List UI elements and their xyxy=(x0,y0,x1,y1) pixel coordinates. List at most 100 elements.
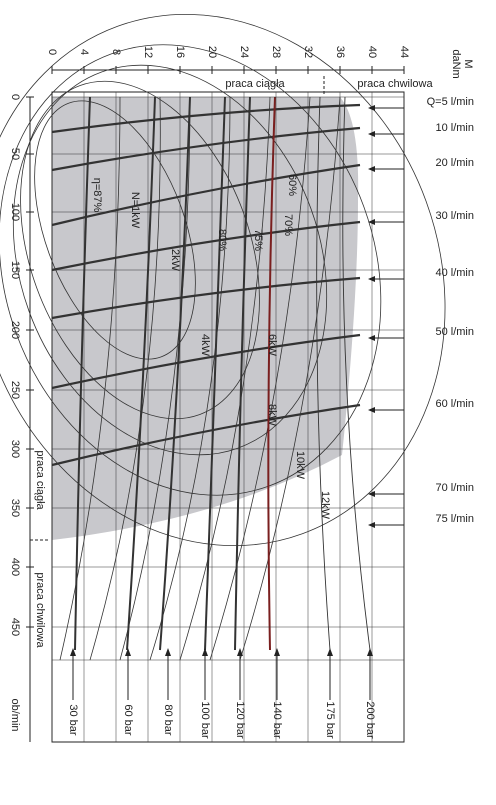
efficiency-label: 75% xyxy=(252,229,264,251)
power-curve xyxy=(149,96,231,661)
efficiency-label: η=87% xyxy=(91,178,103,213)
top-tick-label: 24 xyxy=(238,46,250,58)
power-label: N=1kW xyxy=(129,192,141,229)
pressure-label: 60 bar xyxy=(122,704,134,736)
arrow-head xyxy=(237,648,243,656)
arrow-head xyxy=(368,166,375,172)
arrow-head xyxy=(327,648,333,656)
flow-line xyxy=(51,163,361,227)
region-label: praca ciągła xyxy=(34,450,46,510)
top-tick-label: 12 xyxy=(142,46,154,58)
arrow-head xyxy=(368,105,375,111)
efficiency-curve xyxy=(0,13,446,547)
arrow-head xyxy=(125,648,131,656)
flow-line xyxy=(51,103,361,134)
left-tick-label: 100 xyxy=(9,203,21,221)
top-tick-label: 4 xyxy=(78,49,90,55)
arrow-head xyxy=(368,131,375,137)
arrow-head xyxy=(368,491,375,497)
arrow-head xyxy=(274,648,280,656)
pressure-line xyxy=(74,96,91,651)
left-tick-label: 200 xyxy=(9,321,21,339)
arrow-head xyxy=(202,648,208,656)
left-tick-label: 50 xyxy=(9,148,21,160)
flow-label: 10 l/min xyxy=(435,122,474,134)
top-tick-label: 8 xyxy=(110,49,122,55)
pressure-line xyxy=(267,96,276,651)
flow-label: 70 l/min xyxy=(435,482,474,494)
power-label: 2kW xyxy=(169,249,181,272)
curves xyxy=(0,13,446,661)
pressure-line xyxy=(316,96,331,651)
pressure-label: 100 bar xyxy=(199,701,211,739)
flow-label: 75 l/min xyxy=(435,513,474,525)
left-tick-label: 150 xyxy=(9,261,21,279)
pressure-line xyxy=(234,96,251,651)
left-tick-label: 0 xyxy=(9,94,21,100)
power-label: 4kW xyxy=(199,334,211,357)
flow-line xyxy=(51,333,361,390)
flow-label: 40 l/min xyxy=(435,267,474,279)
power-label: 10kW xyxy=(294,451,306,480)
efficiency-curve xyxy=(20,80,260,420)
flow-label: 20 l/min xyxy=(435,157,474,169)
flow-line xyxy=(51,276,361,320)
pressure-line xyxy=(159,96,191,651)
top-tick-label: 28 xyxy=(270,46,282,58)
pressure-label: 140 bar xyxy=(271,701,283,739)
efficiency-curve xyxy=(34,100,196,360)
pressure-label: 120 bar xyxy=(234,701,246,739)
left-tick-label: 300 xyxy=(9,440,21,458)
top-tick-label: 40 xyxy=(366,46,378,58)
speed-unit: ob/min xyxy=(9,698,21,731)
flow-label: 30 l/min xyxy=(435,210,474,222)
left-tick-label: 350 xyxy=(9,499,21,517)
arrow-head xyxy=(368,276,375,282)
flow-label: 60 l/min xyxy=(435,398,474,410)
left-tick-label: 400 xyxy=(9,558,21,576)
pressure-label: 80 bar xyxy=(162,704,174,736)
flow-line xyxy=(51,403,361,467)
pressure-line xyxy=(342,96,371,651)
left-tick-label: 250 xyxy=(9,381,21,399)
arrow-head xyxy=(368,522,375,528)
power-label: 12kW xyxy=(319,491,331,520)
power-label: 8kW xyxy=(266,404,278,427)
flow-line xyxy=(51,126,361,172)
power-curve xyxy=(119,96,191,661)
pressure-label: 175 bar xyxy=(324,701,336,739)
flow-line xyxy=(51,220,361,272)
pressure-label: 200 bar xyxy=(364,701,376,739)
power-curve xyxy=(89,96,161,661)
efficiency-label: 60% xyxy=(286,174,298,196)
efficiency-label: 80% xyxy=(216,229,228,251)
power-curve xyxy=(209,96,311,661)
top-tick-label: 32 xyxy=(302,46,314,58)
power-curve xyxy=(239,96,341,661)
arrow-head xyxy=(70,648,76,656)
top-tick-label: 0 xyxy=(46,49,58,55)
top-tick-label: 36 xyxy=(334,46,346,58)
top-tick-label: 20 xyxy=(206,46,218,58)
flow-label: Q=5 l/min xyxy=(427,96,474,108)
torque-unit: daNm xyxy=(450,49,462,78)
pressure-line xyxy=(126,96,156,651)
efficiency-label: 70% xyxy=(282,214,294,236)
arrow-head xyxy=(368,219,375,225)
pressure-label: 30 bar xyxy=(67,704,79,736)
flow-label: 50 l/min xyxy=(435,326,474,338)
arrow-head xyxy=(367,648,373,656)
arrow-head xyxy=(368,335,375,341)
region-label: praca chwilowa xyxy=(34,572,46,648)
power-label: 6kW xyxy=(266,334,278,357)
region-label: praca chwilowa xyxy=(357,78,433,90)
arrow-head xyxy=(165,648,171,656)
arrow-head xyxy=(368,407,375,413)
region-label: praca ciągła xyxy=(225,78,285,90)
torque-symbol: M xyxy=(462,59,474,68)
pressure-line xyxy=(204,96,226,651)
left-tick-label: 450 xyxy=(9,618,21,636)
top-tick-label: 44 xyxy=(398,46,410,58)
top-tick-label: 16 xyxy=(174,46,186,58)
